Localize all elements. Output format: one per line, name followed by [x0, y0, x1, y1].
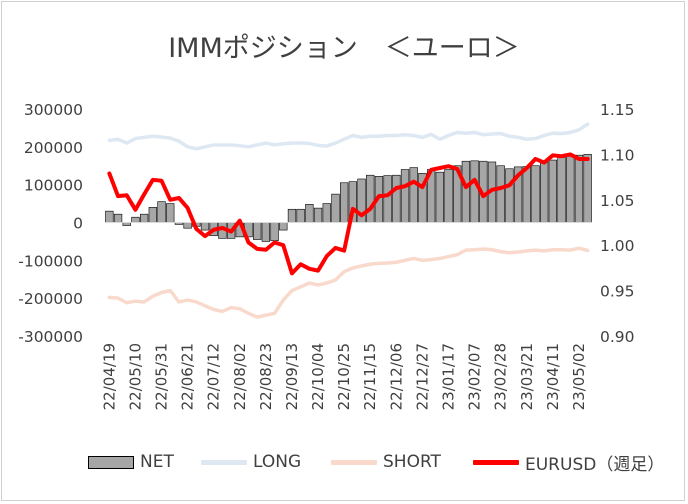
net-bar — [279, 222, 288, 231]
net-bar — [383, 175, 392, 223]
legend-label-eurusd: EURUSD（週足） — [525, 454, 665, 475]
net-bar — [305, 204, 314, 223]
legend-label-net: NET — [140, 452, 174, 472]
short-line — [107, 246, 590, 319]
net-bar — [139, 213, 149, 223]
x-tick-label: 22/07/12 — [205, 343, 223, 410]
right-tick-label: 1.15 — [600, 101, 635, 119]
eurusd-line — [107, 152, 590, 276]
left-tick-label: 0 — [73, 215, 83, 233]
right-tick-label: 1.10 — [600, 146, 635, 164]
net-bar — [496, 165, 505, 223]
x-tick-label: 23/02/07 — [466, 343, 484, 410]
net-bar — [296, 208, 305, 223]
x-tick-label: 22/05/31 — [153, 343, 171, 410]
net-bar — [331, 193, 340, 223]
net-bar — [409, 167, 418, 223]
series-lines — [107, 122, 590, 319]
legend-item-net: NET — [88, 449, 174, 475]
right-tick-label: 1.05 — [600, 192, 635, 210]
x-tick-label: 22/11/15 — [361, 343, 379, 410]
net-bar — [287, 208, 297, 223]
left-tick-label: 100000 — [24, 177, 83, 195]
net-bar — [522, 166, 531, 223]
long-line — [107, 122, 590, 151]
net-bar — [322, 203, 331, 223]
net-bar — [105, 210, 114, 223]
legend-label-short: SHORT — [383, 452, 441, 472]
left-tick-label: -300000 — [18, 328, 83, 346]
net-bar — [435, 171, 444, 223]
x-tick-label: 23/05/02 — [570, 343, 588, 410]
left-tick-label: -100000 — [18, 252, 83, 270]
left-tick-label: 200000 — [24, 139, 83, 157]
net-bar — [444, 169, 453, 223]
net-bar — [461, 160, 471, 223]
right-axis-ticks: 0.90 0.95 1.00 1.05 1.10 1.15 — [600, 101, 635, 346]
legend-swatch-eurusd — [473, 459, 519, 465]
net-bar — [148, 207, 157, 223]
net-bar — [392, 174, 401, 223]
left-tick-label: -200000 — [18, 290, 83, 308]
legend-swatch-short — [331, 459, 377, 465]
net-bar — [313, 207, 323, 223]
net-bar — [270, 222, 279, 241]
x-tick-label: 22/04/19 — [100, 343, 118, 410]
legend: NET LONG SHORT EURUSD（週足） — [0, 449, 688, 475]
x-tick-label: 23/03/21 — [518, 343, 536, 410]
legend-swatch-long — [201, 459, 247, 465]
chart-title: IMMポジション ＜ユーロ＞ — [168, 33, 520, 64]
net-bar — [574, 154, 584, 223]
x-tick-label: 22/10/04 — [309, 343, 327, 410]
net-bar — [166, 203, 175, 223]
net-bar — [339, 182, 349, 223]
net-bar — [366, 174, 375, 223]
legend-item-eurusd: EURUSD（週足） — [473, 449, 664, 475]
left-axis-ticks: -300000 -200000 -100000 0 100000 200000 300000 — [18, 101, 83, 346]
net-bar — [470, 160, 479, 223]
x-tick-label: 22/12/27 — [413, 343, 431, 410]
x-tick-label: 22/09/13 — [283, 343, 301, 410]
x-tick-label: 22/08/23 — [257, 343, 275, 410]
right-tick-label: 0.95 — [600, 283, 635, 301]
net-bar — [131, 216, 140, 223]
x-tick-label: 22/12/06 — [387, 343, 405, 410]
net-bars — [105, 154, 592, 242]
net-bar — [400, 169, 410, 223]
legend-swatch-net — [88, 455, 134, 469]
left-tick-label: 300000 — [24, 101, 83, 119]
legend-label-long: LONG — [253, 452, 302, 472]
net-bar — [113, 213, 123, 223]
right-tick-label: 1.00 — [600, 237, 635, 255]
net-bar — [557, 157, 566, 223]
x-tick-label: 22/08/02 — [231, 343, 249, 410]
x-tick-label: 23/04/11 — [544, 343, 562, 410]
x-tick-label: 23/02/28 — [492, 343, 510, 410]
x-axis-ticks: 22/04/19 22/05/10 22/05/31 22/06/21 22/07/12… — [100, 343, 588, 410]
x-tick-label: 22/05/10 — [126, 343, 144, 410]
x-tick-label: 23/01/17 — [440, 343, 458, 410]
net-bar — [548, 159, 558, 223]
legend-item-short: SHORT — [331, 449, 441, 475]
net-bar — [200, 222, 210, 231]
net-bar — [157, 201, 166, 223]
x-tick-label: 22/06/21 — [179, 343, 197, 410]
right-tick-label: 0.90 — [600, 328, 635, 346]
net-bar — [183, 222, 192, 229]
net-bar — [261, 222, 271, 242]
net-bar — [540, 161, 549, 223]
legend-item-long: LONG — [201, 449, 301, 475]
net-bar — [566, 155, 575, 223]
x-tick-label: 22/10/25 — [335, 343, 353, 410]
net-bar — [583, 154, 592, 223]
net-bar — [531, 165, 540, 223]
net-bar — [505, 168, 514, 223]
net-bar — [253, 222, 262, 240]
